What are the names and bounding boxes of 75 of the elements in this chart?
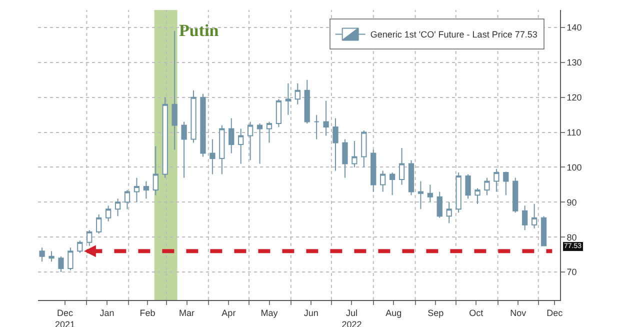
legend-label: Generic 1st 'CO' Future - Last Price 77.53	[370, 30, 538, 40]
x-tick-label: Feb	[140, 308, 156, 318]
candlestick	[134, 177, 140, 203]
candlestick	[86, 230, 92, 246]
candlestick	[68, 247, 74, 271]
y-tick-label: 130	[566, 58, 582, 68]
candlestick	[294, 82, 300, 105]
candlestick	[494, 168, 500, 192]
candlestick	[124, 189, 130, 210]
y-tick-label: 100	[566, 162, 582, 172]
x-tick-label: May	[260, 308, 278, 318]
candlestick	[200, 93, 206, 158]
x-tick-label: Apr	[222, 308, 236, 318]
candlestick	[540, 216, 547, 246]
candlestick	[512, 177, 518, 214]
candlestick	[342, 138, 348, 178]
candlestick	[39, 247, 45, 262]
candlestick	[190, 90, 196, 144]
candlestick	[352, 140, 358, 168]
candlestick	[370, 149, 376, 192]
candlestick	[219, 124, 225, 175]
candlestick	[48, 250, 54, 262]
x-tick-label: Nov	[510, 308, 527, 318]
candlestick	[77, 240, 83, 254]
candlestick	[456, 172, 462, 214]
x-tick-label: Oct	[469, 308, 484, 318]
x-tick-label: Mar	[179, 308, 195, 318]
x-tick-label: Dec	[546, 308, 564, 318]
candlestick	[531, 203, 538, 229]
candlestick	[228, 118, 234, 154]
candlestick	[474, 188, 480, 204]
candlestick	[152, 146, 158, 196]
candlestick	[248, 121, 254, 161]
candlestick	[418, 180, 424, 210]
candlestick	[285, 82, 291, 116]
candlestick	[389, 172, 396, 196]
candlestick	[408, 160, 414, 196]
candlestick	[238, 128, 244, 164]
x-tick-label: Aug	[386, 308, 402, 318]
candlestick	[398, 148, 405, 186]
candlestick	[256, 123, 263, 164]
candlestick	[143, 180, 150, 200]
y-tick-label: 80	[566, 232, 577, 242]
candlestick	[484, 177, 490, 196]
candlestick	[266, 121, 272, 144]
candlestick	[503, 171, 509, 196]
candlestick	[114, 198, 121, 217]
candlestick	[96, 214, 102, 234]
candlestick	[436, 191, 442, 218]
candlestick	[276, 98, 282, 128]
candlestick	[380, 170, 386, 192]
y-tick-label: 120	[566, 92, 582, 102]
candlestick	[304, 79, 310, 124]
candlestick	[427, 184, 433, 203]
x-tick-label: Sep	[428, 308, 444, 318]
y-tick-label: 90	[566, 197, 577, 208]
x-tick-label: Jun	[304, 308, 318, 318]
candlestick	[522, 205, 528, 231]
y-tick-label: 70	[566, 267, 577, 278]
candlestick	[446, 202, 452, 224]
candlestick	[172, 30, 178, 150]
candlestick	[181, 121, 187, 178]
y-tick-label: 110	[566, 127, 582, 138]
candlestick	[106, 205, 112, 222]
candlestick	[58, 256, 64, 273]
candlestick	[210, 138, 216, 175]
candlestick	[162, 96, 168, 178]
band-label: Putin	[179, 21, 220, 40]
candlestick	[465, 174, 471, 200]
candlestick	[332, 118, 338, 172]
y-tick-label: 140	[566, 22, 582, 33]
x-tick-label: Jan	[100, 308, 114, 318]
candlestick	[323, 100, 329, 136]
candlestick	[361, 130, 367, 168]
candlestick	[314, 114, 320, 140]
